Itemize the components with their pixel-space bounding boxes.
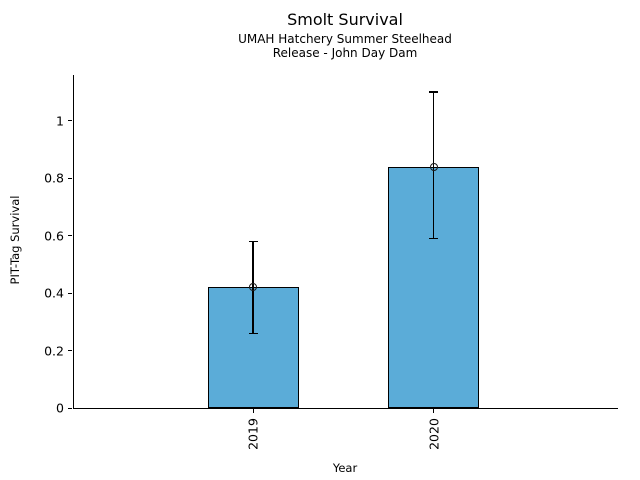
y-tick-label: 0 [56,400,64,416]
chart-title: Smolt Survival [287,10,403,29]
error-bar-cap-top [429,91,439,94]
y-tick-mark [68,350,72,352]
chart-header: Smolt Survival UMAH Hatchery Summer Stee… [73,10,617,61]
y-tick-label: 0.2 [44,343,64,359]
y-tick-label: 1 [56,113,64,129]
y-axis-label: PIT-Tag Survival [8,195,22,285]
x-tick-label: 2019 [245,418,261,450]
error-bar-cap-top [248,240,258,243]
error-bar-cap-bottom [429,237,439,240]
y-tick-mark [68,292,72,294]
y-tick-label: 0.6 [44,228,64,244]
y-tick-label: 0.8 [44,170,64,186]
y-tick-mark [68,177,72,179]
y-tick-mark [68,235,72,237]
error-bar-cap-bottom [248,332,258,335]
y-tick-mark [68,407,72,409]
chart-subtitle-line1: UMAH Hatchery Summer Steelhead [238,31,452,46]
x-tick-label: 2020 [426,418,442,450]
y-tick-mark [68,120,72,122]
point-marker [249,283,258,292]
plot-area [73,75,618,409]
x-axis-label: Year [332,461,358,475]
x-tick-mark [433,409,435,413]
chart-subtitle-line2: Release - John Day Dam [272,46,418,61]
y-tick-label: 0.4 [44,285,64,301]
x-tick-mark [252,409,254,413]
point-marker [429,162,438,171]
